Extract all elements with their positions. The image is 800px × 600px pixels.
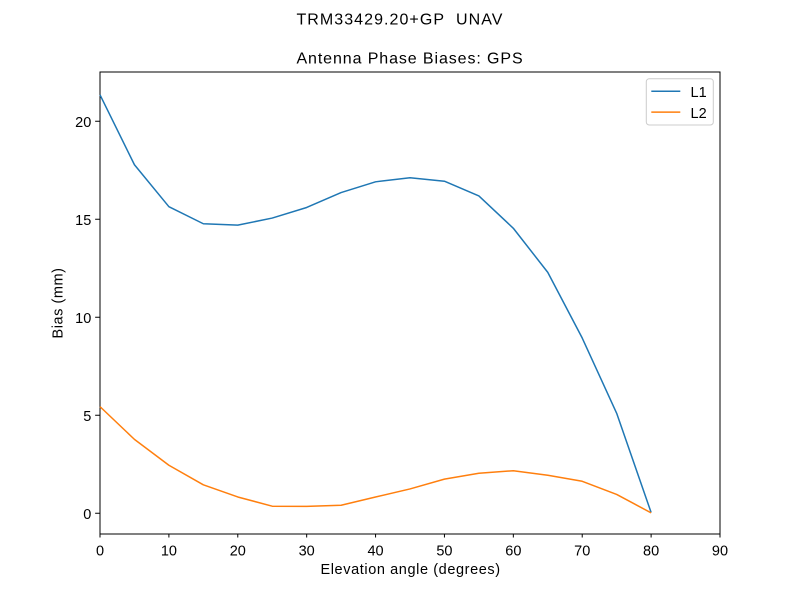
svg-text:50: 50 [436, 544, 452, 560]
svg-text:5: 5 [83, 409, 91, 425]
svg-text:40: 40 [367, 544, 383, 560]
svg-text:20: 20 [75, 115, 91, 131]
svg-text:0: 0 [96, 544, 104, 560]
svg-text:20: 20 [230, 544, 246, 560]
svg-text:TRM33429.20+GP UNAV: TRM33429.20+GP UNAV [296, 11, 503, 28]
svg-text:60: 60 [505, 544, 521, 560]
svg-text:80: 80 [643, 544, 659, 560]
svg-text:Elevation angle (degrees): Elevation angle (degrees) [320, 562, 500, 578]
svg-text:30: 30 [299, 544, 315, 560]
svg-text:L1: L1 [691, 85, 707, 101]
svg-text:90: 90 [712, 544, 728, 560]
svg-text:10: 10 [161, 544, 177, 560]
svg-text:L2: L2 [691, 106, 707, 122]
svg-text:0: 0 [83, 507, 91, 523]
svg-text:15: 15 [75, 213, 91, 229]
svg-text:Bias (mm): Bias (mm) [51, 268, 67, 339]
svg-text:Antenna Phase Biases: GPS: Antenna Phase Biases: GPS [296, 51, 523, 68]
svg-text:10: 10 [75, 311, 91, 327]
svg-text:70: 70 [574, 544, 590, 560]
